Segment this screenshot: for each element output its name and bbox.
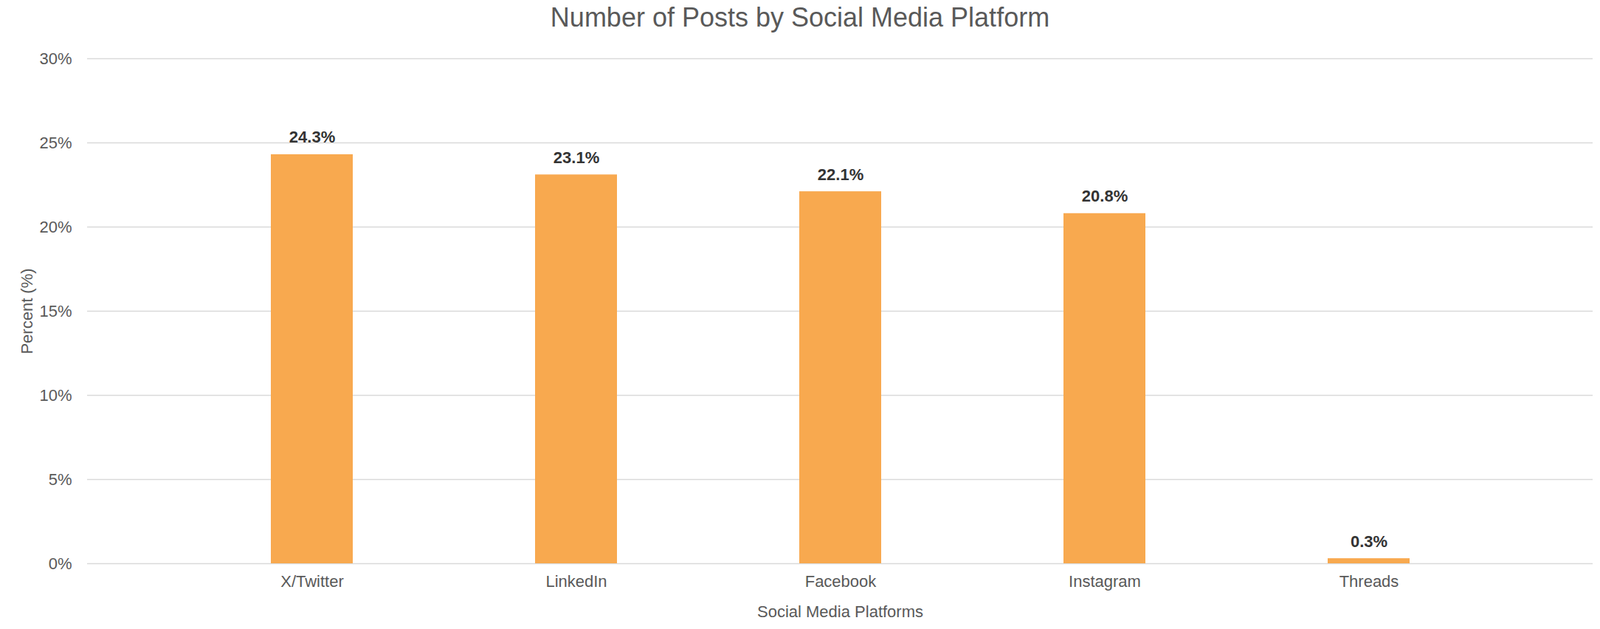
svg-text:Social Media Platforms: Social Media Platforms	[757, 602, 924, 621]
svg-text:Instagram: Instagram	[1068, 571, 1141, 591]
svg-text:20.8%: 20.8%	[1081, 186, 1128, 206]
svg-text:Facebook: Facebook	[805, 571, 878, 591]
svg-text:30%: 30%	[39, 49, 72, 68]
svg-text:0%: 0%	[48, 554, 73, 573]
html-text:Number of Posts by Social Medi: Number of Posts by Social Media Platform	[550, 2, 1050, 33]
svg-text:22.1%: 22.1%	[817, 165, 864, 184]
svg-text:X/Twitter: X/Twitter	[280, 571, 344, 591]
svg-text:23.1%: 23.1%	[553, 148, 600, 167]
svg-text:0.3%: 0.3%	[1350, 532, 1388, 551]
svg-text:20%: 20%	[39, 217, 72, 237]
svg-text:25%: 25%	[39, 133, 72, 153]
svg-text:Threads: Threads	[1339, 571, 1400, 591]
svg-text:5%: 5%	[48, 470, 73, 489]
svg-text:10%: 10%	[39, 385, 72, 405]
svg-text:Percent (%): Percent (%)	[17, 267, 37, 354]
svg-text:24.3%: 24.3%	[289, 127, 336, 147]
svg-text:LinkedIn: LinkedIn	[545, 571, 607, 591]
svg-text:15%: 15%	[39, 301, 72, 321]
